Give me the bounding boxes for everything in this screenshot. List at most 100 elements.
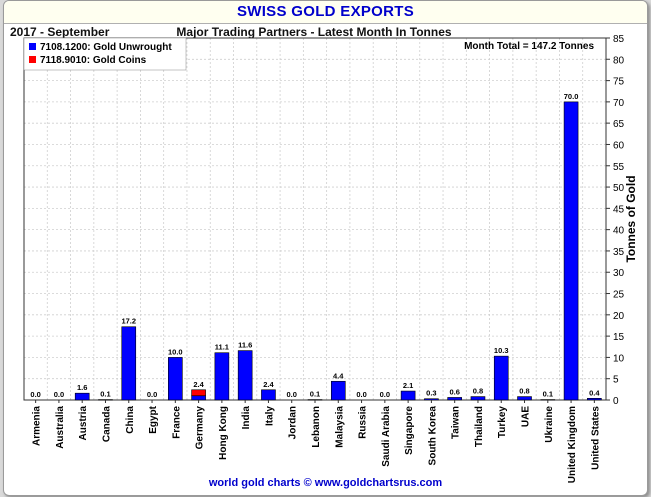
- value-label: 70.0: [564, 92, 579, 101]
- value-label: 10.0: [168, 347, 183, 356]
- x-tick-label: Austria: [78, 406, 89, 441]
- value-label: 1.6: [77, 383, 87, 392]
- x-tick-label: South Korea: [427, 406, 438, 466]
- bar-unwrought: [237, 350, 253, 401]
- value-label: 2.4: [193, 380, 204, 389]
- value-label: 2.1: [403, 381, 413, 390]
- bar-unwrought: [330, 380, 346, 401]
- bars: [74, 101, 602, 401]
- value-label: 0.0: [30, 390, 40, 399]
- bar-unwrought: [191, 395, 206, 401]
- grid-lines: [24, 37, 606, 401]
- legend-label-coins: 7118.9010: Gold Coins: [40, 55, 147, 66]
- month-total-annotation: Month Total = 147.2 Tonnes: [464, 41, 594, 52]
- y-tick-label: 70: [613, 98, 625, 109]
- y-tick-label: 75: [613, 77, 625, 88]
- bar-unwrought: [261, 389, 276, 401]
- bar-coins: [191, 389, 206, 397]
- y-axis: 0 5 10 15 20 25 30 35 40 45 50 55 60 65 70 75 80 85: [606, 34, 625, 407]
- legend-swatch-unwrought: [29, 43, 36, 50]
- y-tick-label: 55: [613, 162, 625, 173]
- x-tick-label: Malaysia: [334, 406, 345, 448]
- value-label: 0.0: [147, 390, 157, 399]
- bar-unwrought: [168, 357, 183, 401]
- value-label: 11.1: [215, 343, 229, 352]
- y-tick-label: 60: [613, 140, 625, 151]
- x-tick-label: Hong Kong: [218, 406, 229, 460]
- bar-unwrought: [447, 397, 462, 401]
- plot-area-border: [23, 37, 607, 401]
- value-label: 0.6: [449, 387, 459, 396]
- bar-unwrought: [470, 396, 486, 401]
- y-axis-label: Tonnes of Gold: [624, 175, 638, 262]
- title-bar: SWISS GOLD EXPORTS: [4, 1, 647, 24]
- y-tick-label: 0: [613, 396, 619, 407]
- x-tick-label: Germany: [195, 406, 206, 450]
- value-label: 0.3: [426, 389, 436, 398]
- y-tick-label: 15: [613, 332, 625, 343]
- x-tick-label: United States: [590, 406, 601, 470]
- value-label: 0.8: [473, 387, 483, 396]
- bar-unwrought: [493, 355, 509, 401]
- y-tick-label: 35: [613, 247, 625, 258]
- x-tick-label: Ukraine: [544, 406, 555, 443]
- x-tick-label: Thailand: [474, 406, 485, 447]
- x-tick-label: Australia: [55, 406, 66, 449]
- bar-unwrought: [587, 397, 602, 401]
- y-tick-label: 5: [613, 375, 619, 386]
- value-label: 0.8: [519, 387, 529, 396]
- value-label: 10.3: [494, 346, 509, 355]
- value-label: 0.0: [356, 390, 366, 399]
- value-labels: 0.0 0.0 1.6 0.1 17.2 0.0 10.0 2.4 11.1 11.6 2.4 0.0…: [30, 92, 600, 399]
- value-label: 0.0: [380, 390, 390, 399]
- x-tick-label: Saudi Arabia: [381, 406, 392, 467]
- x-tick-label: United Kingdom: [567, 406, 578, 483]
- y-tick-label: 30: [613, 268, 625, 279]
- chart-title: SWISS GOLD EXPORTS: [236, 3, 415, 20]
- x-axis: Armenia Australia Austria Canada China Egypt F…: [32, 400, 601, 483]
- x-tick-label: Russia: [358, 406, 369, 439]
- chart-frame: SWISS GOLD EXPORTS 2017 - September Majo…: [3, 0, 648, 496]
- bar-chart: 0.0 0.0 1.6 0.1 17.2 0.0 10.0 2.4 11.1 11.6 2.4 0.0…: [23, 34, 638, 483]
- y-tick-label: 40: [613, 226, 625, 237]
- legend-box: [23, 37, 187, 71]
- bar-unwrought: [121, 326, 137, 401]
- x-tick-label: India: [241, 406, 252, 430]
- x-tick-label: Canada: [101, 406, 112, 443]
- bar-unwrought: [563, 101, 579, 401]
- value-label: 0.1: [543, 390, 553, 399]
- x-tick-label: Singapore: [404, 406, 415, 455]
- y-tick-label: 80: [613, 55, 625, 66]
- y-tick-label: 85: [613, 34, 625, 45]
- date-label: 2017 - September: [10, 25, 110, 39]
- legend-label-unwrought: 7108.1200: Gold Unwrought: [40, 42, 172, 53]
- x-tick-label: Armenia: [32, 406, 43, 446]
- bar-unwrought: [74, 392, 90, 401]
- value-label: 4.4: [333, 371, 344, 380]
- footer-credit: world gold charts © www.goldchartsrus.co…: [208, 477, 443, 489]
- chart-subtitle: Major Trading Partners - Latest Month In…: [176, 25, 452, 39]
- value-label: 2.4: [263, 380, 274, 389]
- y-tick-label: 65: [613, 119, 625, 130]
- legend-swatch-coins: [29, 56, 36, 63]
- value-label: 0.1: [310, 390, 320, 399]
- value-label: 0.0: [287, 390, 297, 399]
- value-label: 11.6: [238, 341, 252, 350]
- bar-unwrought: [517, 396, 532, 401]
- value-label: 0.1: [100, 390, 110, 399]
- y-tick-label: 50: [613, 183, 625, 194]
- y-tick-label: 10: [613, 353, 625, 364]
- x-tick-label: Jordan: [288, 406, 299, 439]
- x-tick-label: China: [125, 406, 136, 434]
- y-tick-label: 45: [613, 204, 625, 215]
- bar-unwrought: [214, 352, 230, 401]
- x-tick-label: Egypt: [148, 405, 159, 433]
- value-label: 17.2: [121, 317, 136, 326]
- value-label: 0.4: [589, 388, 600, 397]
- x-tick-label: Turkey: [497, 406, 508, 438]
- x-tick-label: Lebanon: [311, 406, 322, 448]
- y-tick-label: 20: [613, 311, 625, 322]
- bar-unwrought: [424, 398, 439, 401]
- bar-unwrought: [400, 390, 416, 401]
- x-tick-label: Italy: [264, 406, 275, 426]
